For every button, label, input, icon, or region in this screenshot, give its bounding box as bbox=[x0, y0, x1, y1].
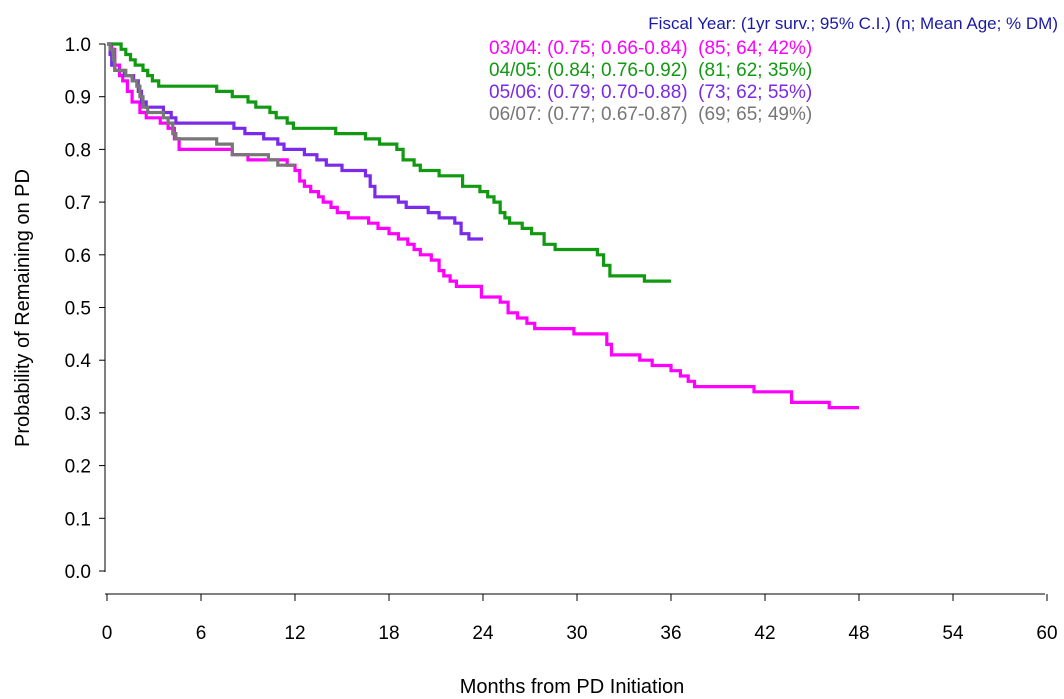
x-tick-label: 12 bbox=[284, 623, 305, 644]
legend-item-04-05: 04/05: (0.84; 0.76-0.92) (81; 62; 35%) bbox=[489, 60, 812, 81]
legend-item-05-06: 05/06: (0.79; 0.70-0.88) (73; 62; 55%) bbox=[489, 82, 812, 103]
legend-title: Fiscal Year: (1yr surv.; 95% C.I.) (n; M… bbox=[648, 14, 1058, 33]
x-axis-label: Months from PD Initiation bbox=[460, 676, 685, 698]
legend: Fiscal Year: (1yr surv.; 95% C.I.) (n; M… bbox=[489, 14, 1058, 125]
x-tick-label: 42 bbox=[754, 623, 775, 644]
y-tick-label: 0.7 bbox=[65, 193, 91, 214]
plot-area: 0.0 0.1 0.2 0.3 0.4 0.5 0.6 0.7 0.8 0.9 1.0 0 6 12 18… bbox=[65, 35, 1058, 644]
x-tick-label: 18 bbox=[378, 623, 399, 644]
y-tick-label: 1.0 bbox=[65, 35, 91, 56]
y-axis-label: Probability of Remaining on PD bbox=[12, 169, 34, 447]
legend-items: 03/04: (0.75; 0.66-0.84) (85; 64; 42%)04… bbox=[489, 38, 812, 125]
y-tick-label: 0.6 bbox=[65, 246, 91, 267]
y-tick-label: 0.3 bbox=[65, 404, 91, 425]
x-tick-label: 24 bbox=[472, 623, 494, 644]
series-line-04-05 bbox=[107, 42, 671, 283]
y-tick-label: 0.0 bbox=[65, 562, 91, 583]
legend-item-06-07: 06/07: (0.77; 0.67-0.87) (69; 65; 49%) bbox=[489, 104, 812, 125]
series-line-03-04 bbox=[107, 42, 859, 410]
x-tick-label: 54 bbox=[942, 623, 964, 644]
series-line-05-06 bbox=[107, 42, 483, 241]
legend-item-03-04: 03/04: (0.75; 0.66-0.84) (85; 64; 42%) bbox=[489, 38, 812, 59]
y-tick-label: 0.8 bbox=[65, 140, 91, 161]
x-tick-label: 48 bbox=[848, 623, 869, 644]
y-axis-ticks: 0.0 0.1 0.2 0.3 0.4 0.5 0.6 0.7 0.8 0.9 1.0 bbox=[65, 35, 105, 583]
y-tick-label: 0.4 bbox=[65, 351, 92, 372]
x-tick-label: 6 bbox=[196, 623, 207, 644]
x-tick-label: 36 bbox=[660, 623, 681, 644]
series-lines bbox=[107, 42, 859, 410]
x-tick-label: 60 bbox=[1036, 623, 1057, 644]
y-tick-label: 0.9 bbox=[65, 88, 91, 109]
x-tick-label: 0 bbox=[102, 623, 113, 644]
y-tick-label: 0.5 bbox=[65, 299, 91, 320]
x-tick-label: 30 bbox=[566, 623, 587, 644]
series-line-06-07 bbox=[107, 42, 295, 167]
x-axis-ticks: 0 6 12 18 24 30 36 42 48 54 60 bbox=[102, 594, 1058, 644]
y-tick-label: 0.1 bbox=[65, 509, 91, 530]
y-tick-label: 0.2 bbox=[65, 457, 91, 478]
